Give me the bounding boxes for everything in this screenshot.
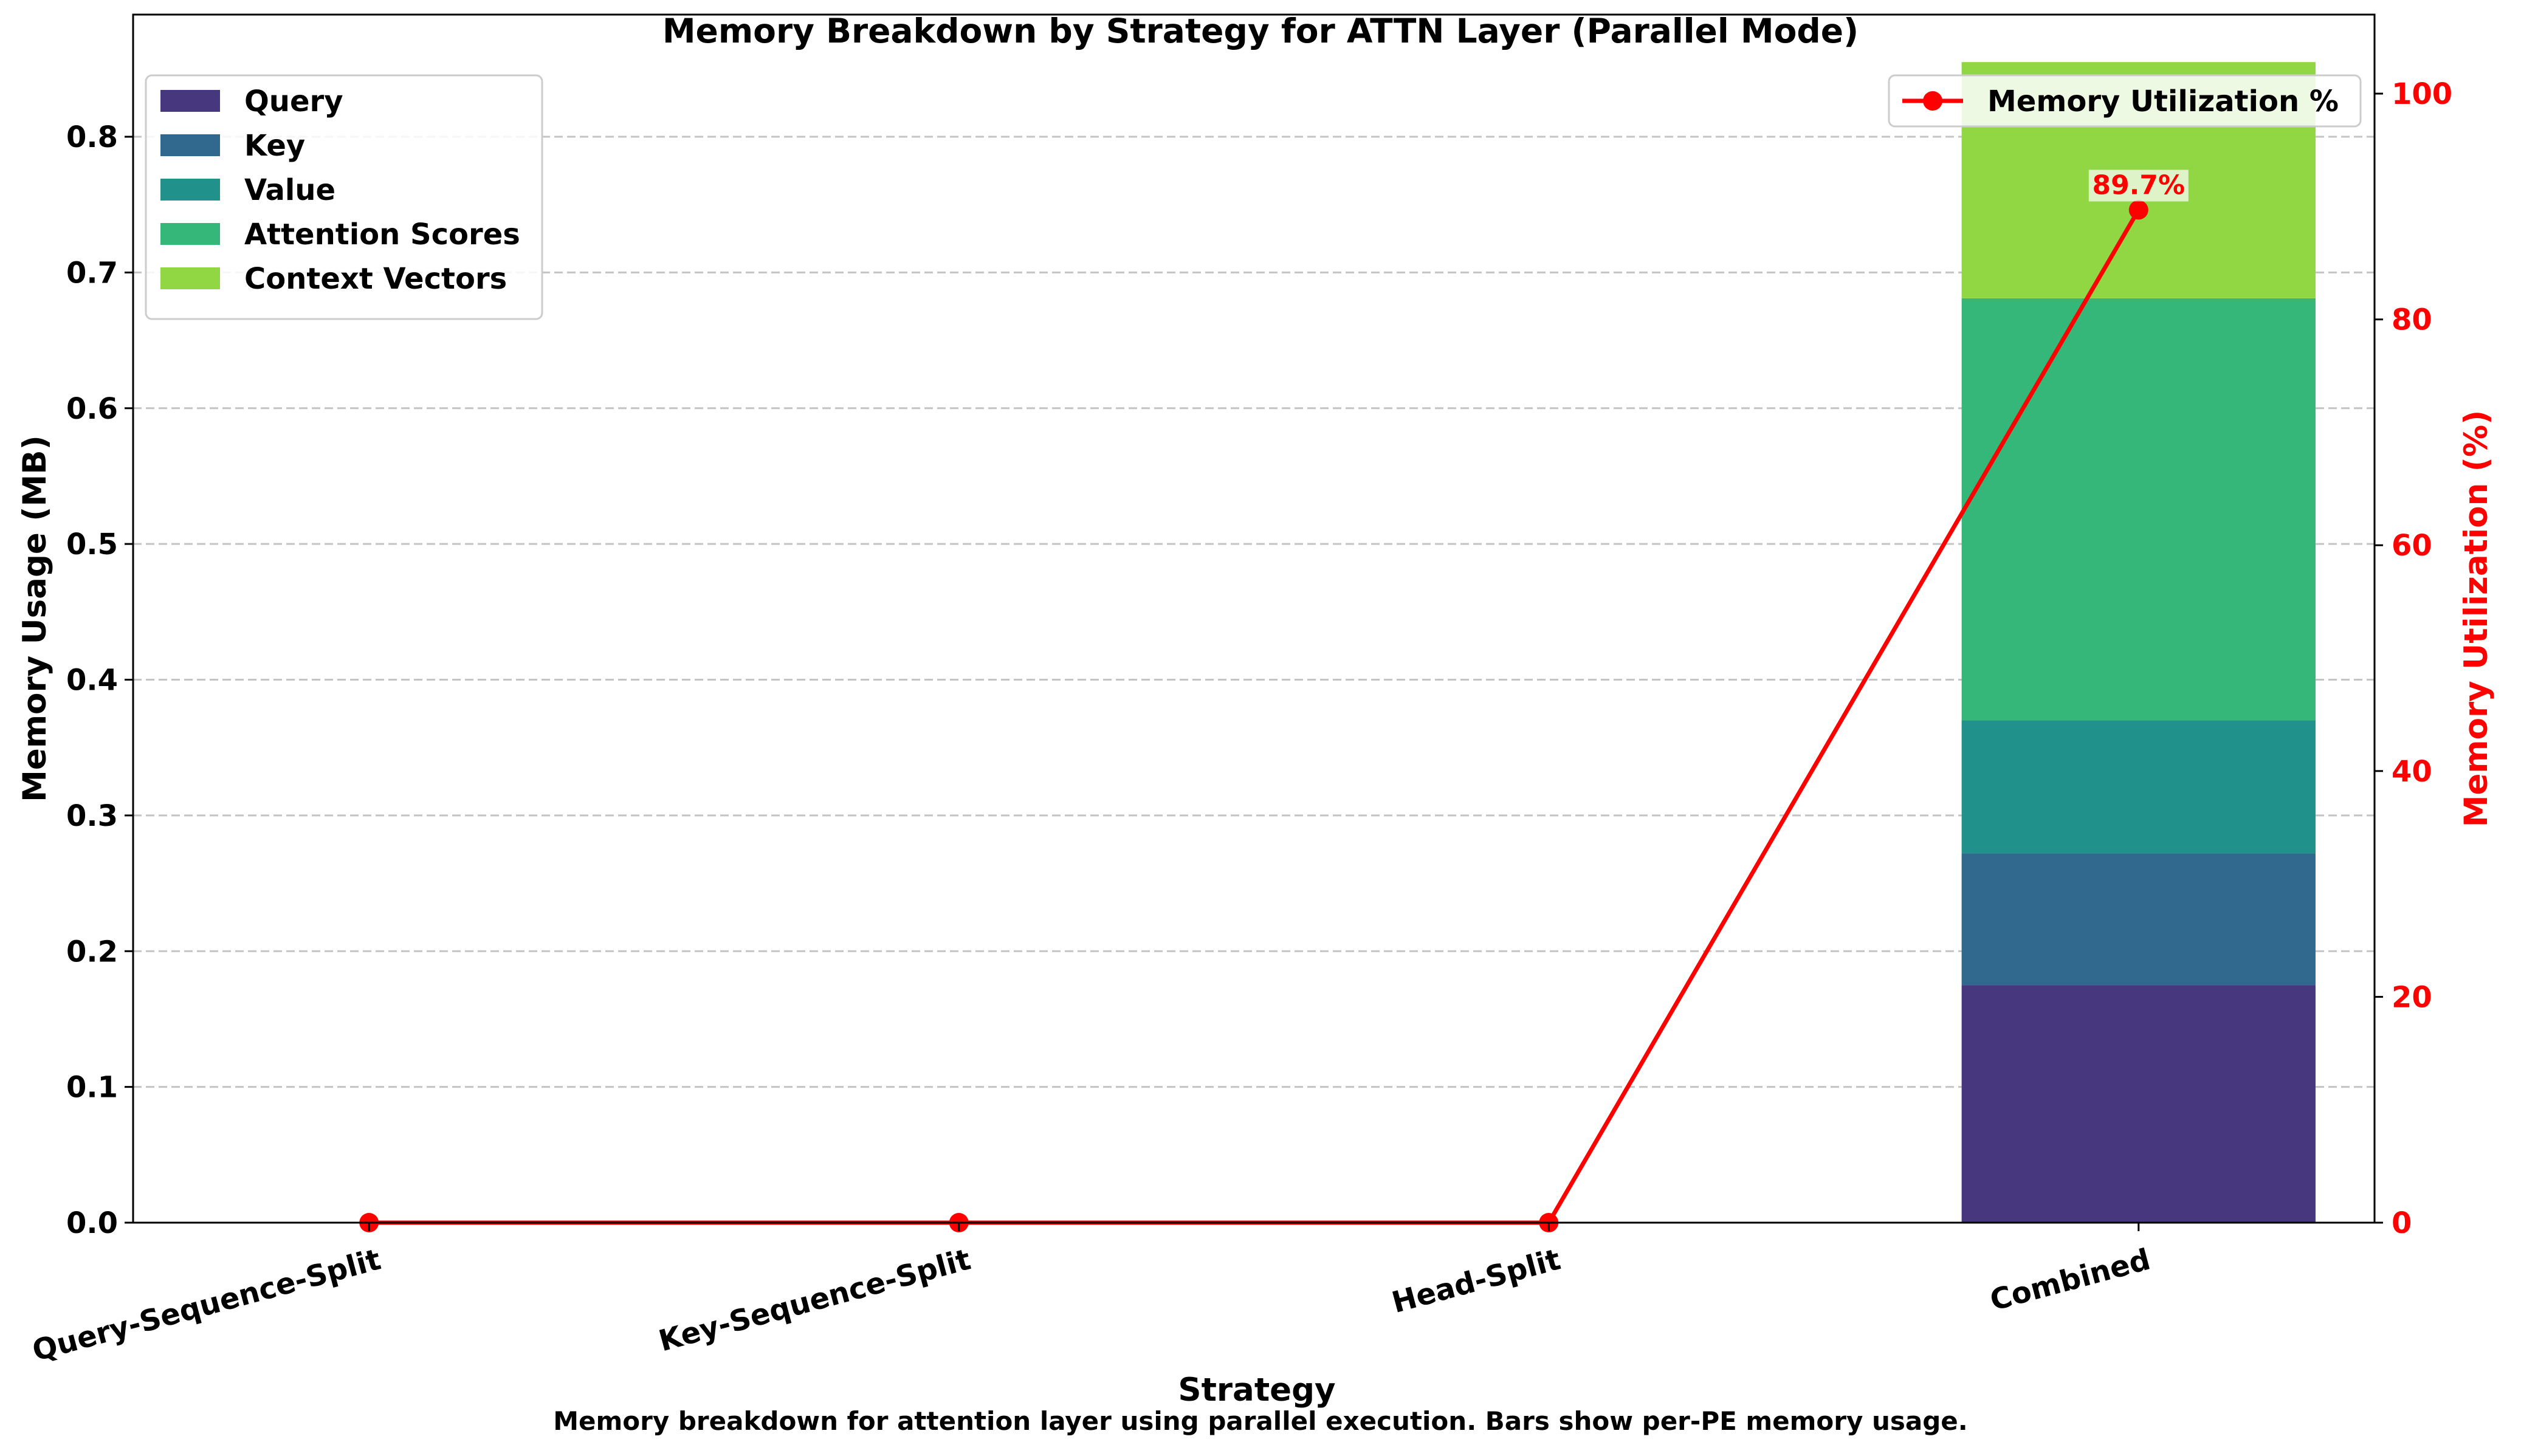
bar-key bbox=[1961, 853, 2316, 986]
bar-stacks bbox=[1961, 62, 2316, 1223]
legend-label: Attention Scores bbox=[244, 218, 520, 252]
y2-tick-label: 60 bbox=[2392, 529, 2432, 563]
y-tick-label: 0.3 bbox=[66, 799, 118, 833]
y-tick-label: 0.2 bbox=[66, 935, 118, 969]
legend-label: Context Vectors bbox=[244, 262, 507, 296]
x-axis-label: Strategy bbox=[1178, 1372, 1335, 1409]
utilization-annotation: 89.7% bbox=[2092, 170, 2185, 201]
legend-box bbox=[145, 74, 543, 320]
plot-frame bbox=[132, 13, 2376, 1224]
y-tick-label: 0.8 bbox=[66, 120, 118, 154]
legend-swatch bbox=[160, 134, 220, 156]
legend-label: Value bbox=[244, 173, 335, 207]
chart-caption: Memory breakdown for attention layer usi… bbox=[553, 1406, 1968, 1436]
right-axis-ticks: 0 20 40 60 80 100 bbox=[2375, 77, 2452, 1240]
legend-label: Query bbox=[244, 84, 343, 118]
annotation-box bbox=[2088, 170, 2189, 202]
y2-tick-label: 0 bbox=[2392, 1206, 2412, 1240]
legend-label: Key bbox=[244, 129, 305, 163]
y2-tick-label: 40 bbox=[2392, 755, 2432, 789]
utilization-point bbox=[2128, 200, 2148, 220]
y-tick-label: 0.5 bbox=[66, 527, 118, 561]
left-axis-ticks: 0.0 0.1 0.2 0.3 0.4 0.5 0.6 0.7 0.8 bbox=[66, 120, 133, 1240]
bar-value bbox=[1961, 720, 2316, 854]
legend2-box bbox=[1888, 74, 2362, 128]
y-axis-label: Memory Usage (MB) bbox=[16, 435, 53, 802]
bar-query bbox=[1961, 985, 2316, 1223]
y2-tick-label: 100 bbox=[2392, 77, 2452, 111]
y-tick-label: 0.1 bbox=[66, 1071, 118, 1105]
chart-title: Memory Breakdown by Strategy for ATTN La… bbox=[662, 12, 1859, 50]
y2-tick-label: 20 bbox=[2392, 980, 2432, 1014]
legend-swatch bbox=[160, 267, 220, 289]
bar-attention-scores bbox=[1961, 298, 2316, 721]
line-legend: Memory Utilization % bbox=[1888, 74, 2362, 128]
y-tick-label: 0.4 bbox=[66, 664, 118, 698]
legend-swatch bbox=[160, 90, 220, 112]
legend-swatch bbox=[160, 179, 220, 201]
legend2-marker bbox=[1923, 91, 1942, 111]
y2-axis-label: Memory Utilization (%) bbox=[2458, 410, 2495, 828]
y-tick-label: 0.7 bbox=[66, 256, 118, 290]
y-tick-label: 0.0 bbox=[66, 1206, 118, 1240]
y2-tick-label: 80 bbox=[2392, 303, 2432, 337]
y-tick-label: 0.6 bbox=[66, 392, 118, 426]
legend2-label: Memory Utilization % bbox=[1987, 84, 2339, 118]
series-legend: Query Key Value Attention Scores Context Vec… bbox=[145, 74, 543, 320]
legend-swatch bbox=[160, 223, 220, 245]
